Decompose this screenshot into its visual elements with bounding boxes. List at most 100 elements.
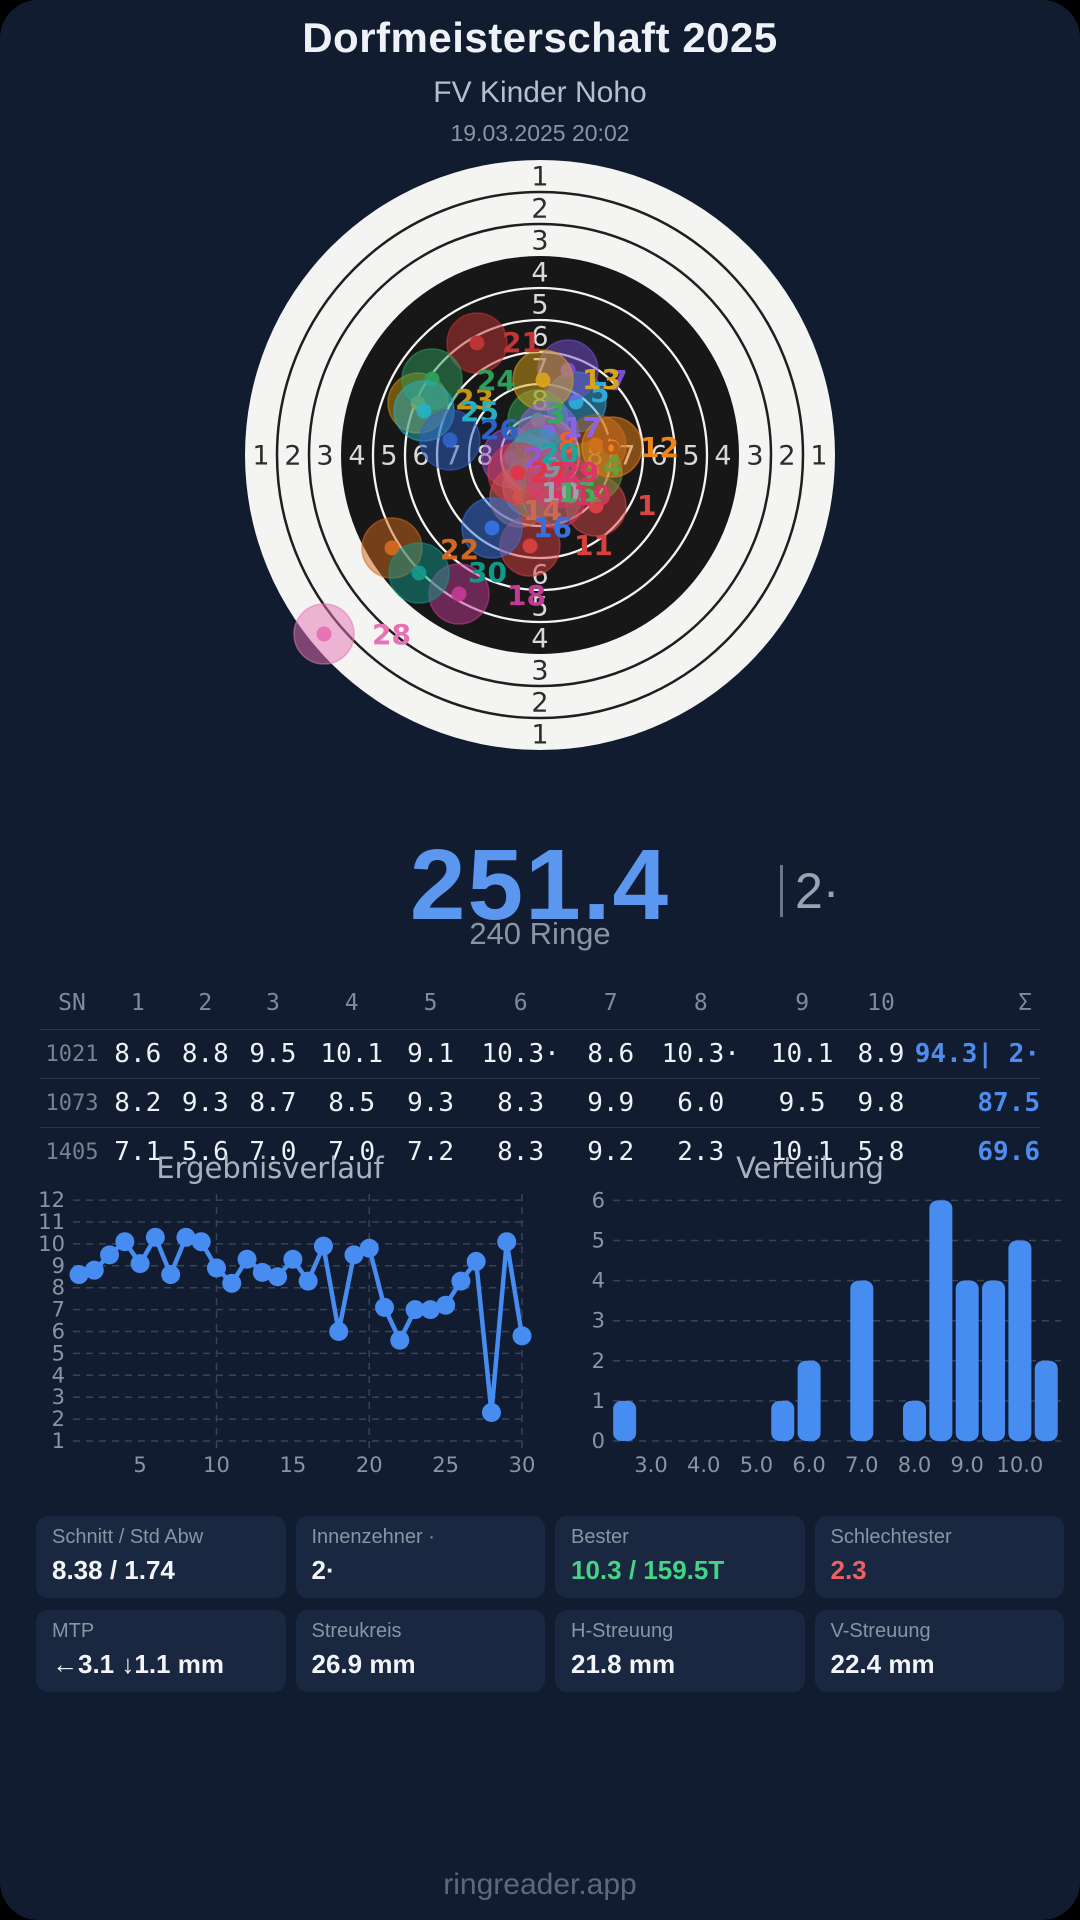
shot-value-cell: 5.8 bbox=[857, 1137, 905, 1167]
shot-center-dot bbox=[316, 626, 332, 642]
shot-value-cell: 9.1 bbox=[407, 1039, 455, 1069]
shot-value-cell: 9.8 bbox=[857, 1088, 905, 1118]
shot-value-cell: 2.3 bbox=[677, 1137, 725, 1167]
shot-center-dot bbox=[549, 470, 565, 486]
axis-tick-label: 3 bbox=[592, 1309, 605, 1333]
ring-number: 2 bbox=[284, 441, 301, 472]
ring-number: 2 bbox=[531, 688, 548, 719]
inner-tens-value: 2· bbox=[795, 863, 840, 919]
shot-center-dot bbox=[535, 372, 551, 388]
shot-center-dot bbox=[384, 540, 400, 556]
series-table: SN 1 2 3 4 5 6 7 8 9 10 Σ 1021 8.6 8.8 9.5 10.1 9.1 10.3· 8… bbox=[40, 984, 1040, 1176]
data-point bbox=[390, 1330, 410, 1350]
shot-number: 8 bbox=[558, 426, 577, 459]
data-point bbox=[313, 1236, 333, 1256]
ring-number: 6 bbox=[531, 322, 548, 353]
shot-value-cell: 10.1 bbox=[320, 1039, 384, 1069]
shot-center-dot bbox=[416, 403, 432, 419]
shot-center-dot bbox=[451, 586, 467, 602]
shot-value-cell: 9.5 bbox=[778, 1088, 826, 1118]
ring-number: 3 bbox=[746, 441, 763, 472]
series-sum: 69.6 bbox=[977, 1137, 1040, 1167]
data-point bbox=[497, 1232, 517, 1252]
shot-value-cell: 10.1 bbox=[770, 1137, 834, 1167]
stat-value: 22.4 mm bbox=[830, 1649, 935, 1679]
data-point bbox=[375, 1297, 395, 1317]
ring-number: 1 bbox=[252, 441, 269, 472]
series-number: 1021 bbox=[45, 1041, 99, 1067]
stats-grid: Schnitt / Std Abw 8.38 / 1.74 Innenzehner … bbox=[36, 1516, 1064, 1692]
shot-number: 21 bbox=[502, 326, 541, 359]
stat-card: H-Streuung 21.8 mm bbox=[555, 1610, 805, 1692]
series-number: 1073 bbox=[45, 1090, 99, 1116]
data-point bbox=[176, 1227, 196, 1247]
table-header: SN bbox=[58, 990, 86, 1016]
stat-label: Schnitt / Std Abw bbox=[52, 1526, 204, 1548]
ring-number: 5 bbox=[682, 441, 699, 472]
axis-tick-label: 10 bbox=[38, 1232, 65, 1256]
shot-value-cell: 7.2 bbox=[407, 1137, 455, 1167]
stat-value: 26.9 mm bbox=[311, 1649, 416, 1679]
shot-value-cell: 9.3 bbox=[407, 1088, 455, 1118]
stat-value: 21.8 mm bbox=[571, 1649, 676, 1679]
shot-number: 24 bbox=[477, 364, 516, 397]
axis-tick-label: 2 bbox=[592, 1349, 605, 1373]
shot-number: 14 bbox=[523, 494, 562, 527]
axis-tick-label: 12 bbox=[38, 1188, 65, 1212]
stat-card: MTP ←3.1 ↓1.1 mm bbox=[36, 1610, 286, 1692]
shot-number: 30 bbox=[468, 556, 507, 589]
ring-number: 2 bbox=[778, 441, 795, 472]
score-series-info: 2· bbox=[780, 862, 839, 920]
shot-center-dot bbox=[484, 520, 500, 536]
data-point bbox=[161, 1265, 181, 1285]
app-header: Dorfmeisterschaft 2025 FV Kinder Noho 19… bbox=[0, 0, 1080, 147]
target-ring bbox=[307, 222, 773, 688]
data-point bbox=[191, 1232, 211, 1252]
table-header: 2 bbox=[198, 990, 213, 1016]
shot-number: 19 bbox=[573, 479, 612, 512]
shot-value-cell: 5.6 bbox=[181, 1137, 229, 1167]
shot-number: 16 bbox=[533, 511, 572, 544]
axis-tick-label: 7 bbox=[52, 1298, 65, 1322]
footer-brand: ringreader.app bbox=[443, 1868, 637, 1901]
histogram-bar bbox=[797, 1360, 821, 1441]
axis-tick-label: 9.0 bbox=[950, 1453, 983, 1477]
stat-label: V-Streuung bbox=[830, 1620, 931, 1642]
axis-tick-label: 15 bbox=[279, 1453, 306, 1477]
data-point bbox=[283, 1249, 303, 1269]
shot-value-cell: 8.6 bbox=[587, 1039, 635, 1069]
ring-number: 1 bbox=[810, 441, 827, 472]
shot-number: 27 bbox=[530, 456, 569, 489]
shot-number: 3 bbox=[546, 397, 565, 430]
shot-center-dot bbox=[604, 439, 620, 455]
histogram-bar bbox=[929, 1200, 953, 1441]
table-header: 10 bbox=[867, 990, 895, 1016]
data-point bbox=[329, 1322, 349, 1341]
stat-card: V-Streuung 22.4 mm bbox=[814, 1610, 1064, 1692]
data-point bbox=[84, 1260, 104, 1280]
table-header: 1 bbox=[130, 990, 145, 1016]
shot-value-cell: 8.9 bbox=[857, 1039, 905, 1069]
total-score: 251.4 bbox=[409, 829, 671, 941]
shot-number: 29 bbox=[560, 456, 599, 489]
shot-number: 6 bbox=[601, 428, 620, 461]
shot-value-cell: 7.1 bbox=[114, 1137, 162, 1167]
histogram-bar bbox=[903, 1400, 926, 1441]
table-header: 7 bbox=[603, 990, 618, 1016]
shot-number: 9 bbox=[542, 451, 561, 484]
stat-label: Schlechtester bbox=[830, 1526, 952, 1548]
stat-card: Bester 10.3 / 159.5T bbox=[555, 1516, 805, 1598]
histogram-bar bbox=[613, 1400, 637, 1441]
data-point bbox=[130, 1254, 150, 1274]
shot-number: 15 bbox=[558, 476, 597, 509]
axis-tick-label: 4 bbox=[592, 1269, 605, 1293]
shot-number: 2 bbox=[524, 441, 543, 474]
stat-value: 10.3 / 159.5T bbox=[571, 1555, 725, 1585]
data-point bbox=[405, 1300, 425, 1320]
data-point bbox=[115, 1232, 135, 1252]
shot-center-dot bbox=[442, 432, 458, 448]
table-header: 6 bbox=[513, 990, 528, 1016]
data-point bbox=[466, 1251, 486, 1271]
axis-tick-label: 3 bbox=[52, 1385, 65, 1409]
stat-label: H-Streuung bbox=[571, 1620, 674, 1642]
